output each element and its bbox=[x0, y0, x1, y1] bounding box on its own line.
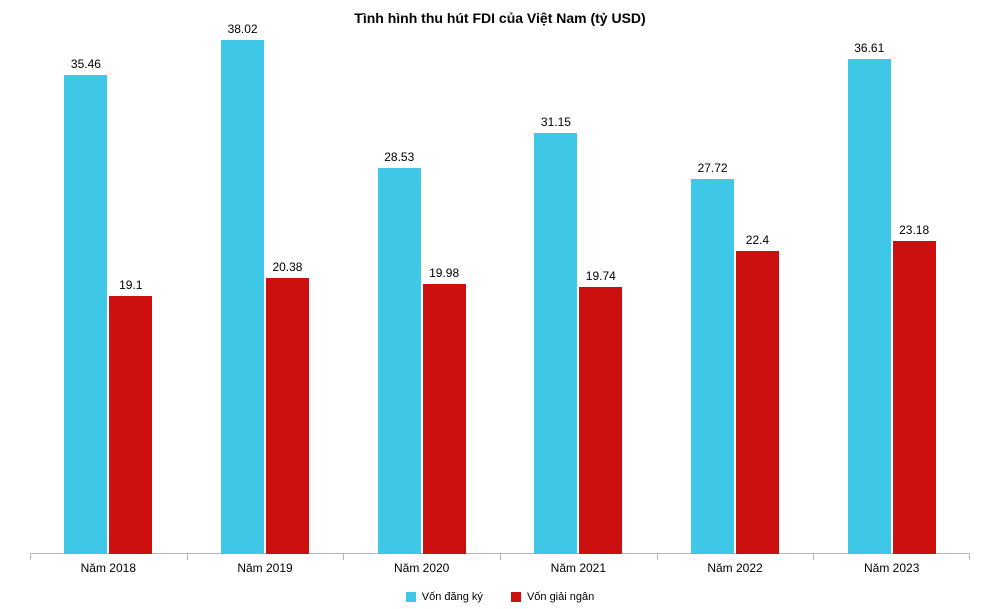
legend-swatch bbox=[511, 592, 521, 602]
bar-value-label: 20.38 bbox=[272, 260, 302, 274]
bar-value-label: 38.02 bbox=[228, 22, 258, 36]
bar-groups: 35.4619.138.0220.3828.5319.9831.1519.742… bbox=[30, 40, 970, 554]
bar-pair: 36.6123.18 bbox=[848, 40, 936, 554]
bar: 27.72 bbox=[691, 179, 734, 554]
bar-group: 36.6123.18 bbox=[813, 40, 970, 554]
bar: 19.74 bbox=[579, 287, 622, 554]
legend-swatch bbox=[406, 592, 416, 602]
legend-item: Vốn giải ngân bbox=[511, 591, 594, 603]
bar-pair: 35.4619.1 bbox=[64, 40, 152, 554]
bar-value-label: 19.74 bbox=[586, 269, 616, 283]
bar-wrap: 19.1 bbox=[109, 40, 152, 554]
bar-wrap: 23.18 bbox=[893, 40, 936, 554]
x-axis-label: Năm 2020 bbox=[343, 561, 500, 575]
bar-wrap: 20.38 bbox=[266, 40, 309, 554]
bar-group: 31.1519.74 bbox=[500, 40, 657, 554]
bar-value-label: 19.98 bbox=[429, 266, 459, 280]
x-axis-labels: Năm 2018Năm 2019Năm 2020Năm 2021Năm 2022… bbox=[30, 561, 970, 575]
bar: 35.46 bbox=[64, 75, 107, 554]
bar-value-label: 31.15 bbox=[541, 115, 571, 129]
x-axis-label: Năm 2023 bbox=[813, 561, 970, 575]
bar-value-label: 35.46 bbox=[71, 57, 101, 71]
bar-wrap: 35.46 bbox=[64, 40, 107, 554]
bar-wrap: 19.74 bbox=[579, 40, 622, 554]
x-axis-label: Năm 2022 bbox=[657, 561, 814, 575]
bar: 38.02 bbox=[221, 40, 264, 554]
legend-item: Vốn đăng ký bbox=[406, 591, 483, 603]
plot-area: 35.4619.138.0220.3828.5319.9831.1519.742… bbox=[30, 40, 970, 554]
x-axis-label: Năm 2019 bbox=[187, 561, 344, 575]
bar-group: 35.4619.1 bbox=[30, 40, 187, 554]
bar: 19.1 bbox=[109, 296, 152, 554]
chart-legend: Vốn đăng ký Vốn giải ngân bbox=[0, 591, 1000, 603]
bar-wrap: 22.4 bbox=[736, 40, 779, 554]
bar-group: 27.7222.4 bbox=[657, 40, 814, 554]
bar-wrap: 27.72 bbox=[691, 40, 734, 554]
bar: 20.38 bbox=[266, 278, 309, 554]
bar-value-label: 23.18 bbox=[899, 223, 929, 237]
bar-value-label: 22.4 bbox=[746, 233, 769, 247]
x-tick bbox=[30, 554, 31, 560]
bar-value-label: 27.72 bbox=[698, 161, 728, 175]
x-tick bbox=[657, 554, 658, 560]
bar-group: 28.5319.98 bbox=[343, 40, 500, 554]
bar-value-label: 36.61 bbox=[854, 41, 884, 55]
x-axis-label: Năm 2018 bbox=[30, 561, 187, 575]
bar-pair: 27.7222.4 bbox=[691, 40, 779, 554]
bar-group: 38.0220.38 bbox=[187, 40, 344, 554]
x-tick bbox=[187, 554, 188, 560]
bar-pair: 31.1519.74 bbox=[534, 40, 622, 554]
bar-pair: 38.0220.38 bbox=[221, 40, 309, 554]
fdi-chart: Tình hình thu hút FDI của Việt Nam (tỷ U… bbox=[0, 0, 1000, 609]
bar: 31.15 bbox=[534, 133, 577, 554]
bar: 19.98 bbox=[423, 284, 466, 554]
bar: 36.61 bbox=[848, 59, 891, 554]
x-tick bbox=[813, 554, 814, 560]
bar: 28.53 bbox=[378, 168, 421, 554]
bar-pair: 28.5319.98 bbox=[378, 40, 466, 554]
bar-wrap: 31.15 bbox=[534, 40, 577, 554]
chart-title: Tình hình thu hút FDI của Việt Nam (tỷ U… bbox=[0, 10, 1000, 26]
x-axis-label: Năm 2021 bbox=[500, 561, 657, 575]
bar-value-label: 28.53 bbox=[384, 150, 414, 164]
bar-wrap: 36.61 bbox=[848, 40, 891, 554]
legend-label: Vốn giải ngân bbox=[527, 591, 594, 603]
bar-wrap: 28.53 bbox=[378, 40, 421, 554]
bar-wrap: 19.98 bbox=[423, 40, 466, 554]
x-tick bbox=[343, 554, 344, 560]
bar-wrap: 38.02 bbox=[221, 40, 264, 554]
x-tick bbox=[500, 554, 501, 560]
bar: 23.18 bbox=[893, 241, 936, 554]
x-tick bbox=[969, 554, 970, 560]
bar-value-label: 19.1 bbox=[119, 278, 142, 292]
bar: 22.4 bbox=[736, 251, 779, 554]
legend-label: Vốn đăng ký bbox=[422, 591, 483, 603]
